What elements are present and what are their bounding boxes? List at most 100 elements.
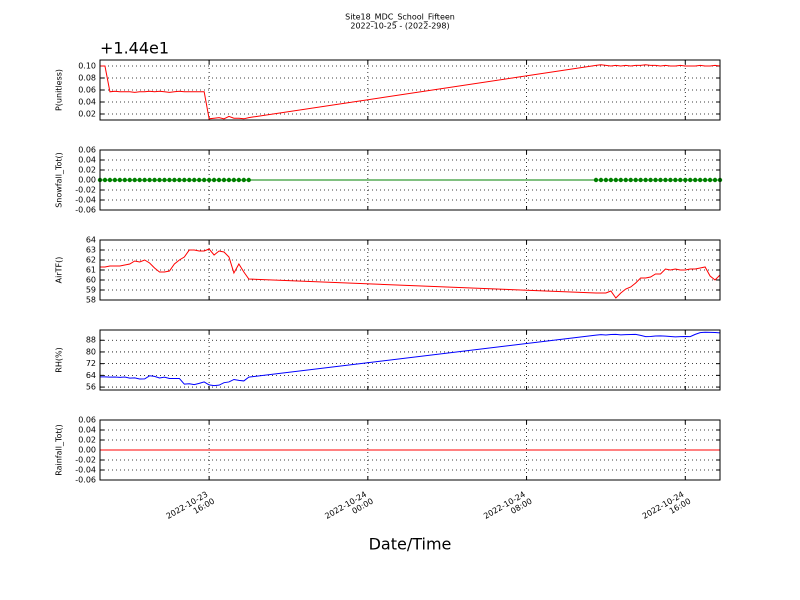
plot-frame — [99, 149, 721, 211]
data-point — [608, 177, 614, 183]
data-point — [147, 177, 152, 183]
y-tick-label: 0.06 — [78, 146, 96, 155]
x-tick-label: 2022-10-23 16:00 — [164, 488, 216, 528]
data-point — [177, 177, 182, 183]
data-point — [241, 177, 247, 183]
data-line — [100, 331, 721, 387]
data-point — [678, 177, 683, 183]
data-point — [216, 177, 222, 183]
data-point — [712, 177, 718, 183]
plot-frame — [99, 239, 721, 301]
offset-text: +1.44e1 — [100, 39, 169, 58]
data-point — [663, 177, 668, 183]
data-point — [623, 177, 628, 183]
y-tick-label: 62 — [86, 256, 96, 265]
plot-frame — [99, 59, 721, 121]
y-tick-label: 0.02 — [78, 436, 96, 445]
y-axis-label: Snowfall_Tot() — [55, 152, 64, 208]
y-tick-label: 0.10 — [78, 62, 96, 71]
x-tick-label: 2022-10-24 08:00 — [482, 488, 534, 528]
data-point — [226, 177, 232, 183]
y-tick-label: 0.02 — [78, 110, 96, 119]
y-axis-label: AirTF() — [55, 257, 64, 284]
data-point — [221, 177, 227, 183]
data-point — [102, 177, 108, 183]
data-point — [633, 177, 638, 183]
data-point — [152, 177, 157, 183]
plot-frame — [99, 419, 721, 481]
y-tick-label: 59 — [86, 286, 96, 295]
y-tick-label: 0.04 — [78, 426, 96, 435]
x-tick-label: 2022-10-24 00:00 — [323, 488, 375, 528]
data-point — [648, 177, 653, 183]
y-tick-label: 63 — [86, 246, 96, 255]
y-axis-label: Rainfall_Tot() — [55, 424, 64, 476]
data-point — [197, 177, 202, 183]
data-point — [628, 177, 633, 183]
data-line — [100, 64, 721, 120]
y-tick-label: -0.04 — [75, 466, 96, 475]
data-point — [137, 177, 142, 183]
y-tick-label: 88 — [86, 336, 96, 345]
y-tick-label: 0.08 — [78, 74, 96, 83]
data-point — [172, 177, 177, 183]
x-tick-label: 2022-10-24 16:00 — [641, 488, 693, 528]
y-tick-label: -0.04 — [75, 196, 96, 205]
y-tick-label: 61 — [86, 266, 96, 275]
y-axis-label: P(unitless) — [55, 69, 64, 111]
y-tick-label: 60 — [86, 276, 96, 285]
data-point — [613, 177, 619, 183]
plot-frame — [99, 329, 721, 391]
data-point — [653, 177, 658, 183]
y-tick-label: 72 — [86, 359, 96, 368]
data-point — [157, 177, 162, 183]
data-point — [132, 177, 137, 183]
y-tick-label: -0.02 — [75, 456, 96, 465]
data-point — [693, 177, 698, 183]
data-point — [683, 177, 688, 183]
data-point — [192, 177, 197, 183]
data-point — [162, 177, 167, 183]
data-point — [117, 177, 123, 183]
y-tick-label: 0.06 — [78, 416, 96, 425]
data-point — [167, 177, 172, 183]
data-point — [211, 177, 217, 183]
data-point — [603, 177, 609, 183]
y-tick-label: 64 — [86, 371, 96, 380]
y-tick-label: 58 — [86, 296, 96, 305]
data-point — [142, 177, 147, 183]
data-point — [702, 177, 708, 183]
y-tick-label: 0.00 — [78, 446, 96, 455]
data-point — [593, 177, 599, 183]
y-tick-label: 0.04 — [78, 156, 96, 165]
data-point — [231, 177, 237, 183]
data-point — [618, 177, 623, 183]
y-tick-label: 56 — [86, 383, 96, 392]
data-point — [112, 177, 118, 183]
data-point — [187, 177, 192, 183]
y-tick-label: -0.06 — [75, 476, 96, 485]
data-point — [707, 177, 713, 183]
y-tick-label: 0.06 — [78, 86, 96, 95]
data-point — [122, 177, 128, 183]
y-tick-label: 0.00 — [78, 176, 96, 185]
data-point — [643, 177, 648, 183]
y-tick-label: 0.04 — [78, 98, 96, 107]
y-tick-label: 0.02 — [78, 166, 96, 175]
data-point — [668, 177, 673, 183]
data-point — [201, 177, 207, 183]
data-point — [246, 177, 251, 183]
y-axis-label: RH(%) — [55, 347, 64, 372]
data-point — [182, 177, 187, 183]
data-line — [100, 248, 721, 299]
data-point — [107, 177, 113, 183]
y-tick-label: 64 — [86, 236, 96, 245]
y-tick-label: -0.02 — [75, 186, 96, 195]
chart-title: Site18_MDC_School_Fifteen — [345, 13, 455, 22]
data-point — [673, 177, 678, 183]
data-point — [697, 177, 703, 183]
chart-subtitle: 2022-10-25 - (2022-298) — [350, 22, 449, 31]
data-point — [127, 177, 132, 183]
